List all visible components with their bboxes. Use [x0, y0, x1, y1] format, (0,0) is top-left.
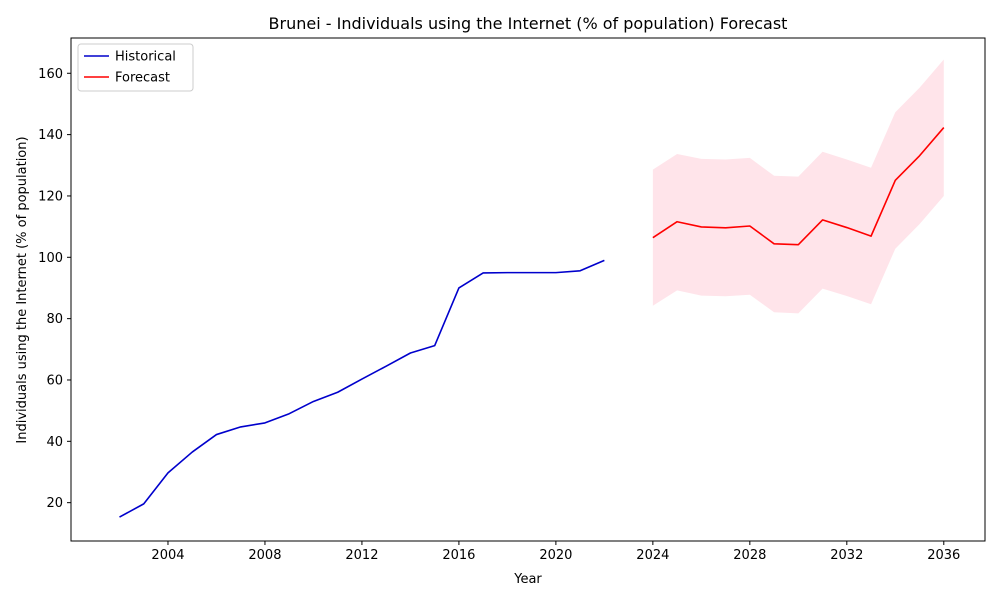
- legend: Historical Forecast: [77, 43, 194, 92]
- y-tick-label: 60: [46, 373, 63, 388]
- x-tick-label: 2032: [830, 548, 863, 563]
- y-tick-label: 80: [46, 312, 63, 327]
- y-tick-label: 120: [38, 189, 63, 204]
- axes: 2004 2008 2012 2016 2020 2024 2028 2032 20362040…: [38, 37, 986, 563]
- x-axis-label: Year: [513, 572, 542, 587]
- forecast-line: [652, 127, 945, 246]
- x-tick-label: 2028: [733, 548, 766, 563]
- plot-area: [119, 59, 945, 518]
- legend-label-forecast: Forecast: [115, 71, 170, 86]
- x-tick-label: 2024: [636, 548, 669, 563]
- x-tick-label: 2008: [248, 548, 281, 563]
- axes-frame: [70, 37, 986, 542]
- y-tick-label: 40: [46, 435, 63, 450]
- x-tick-label: 2016: [442, 548, 475, 563]
- chart-title: Brunei - Individuals using the Internet …: [269, 14, 788, 33]
- historical-line: [119, 259, 605, 518]
- y-tick-label: 20: [46, 496, 63, 511]
- legend-label-historical: Historical: [115, 50, 176, 65]
- y-tick-label: 160: [38, 67, 63, 82]
- y-axis-label: Individuals using the Internet (% of pop…: [15, 136, 30, 443]
- x-tick-label: 2036: [927, 548, 960, 563]
- y-tick-label: 140: [38, 128, 63, 143]
- x-tick-label: 2004: [151, 548, 184, 563]
- x-tick-label: 2020: [539, 548, 572, 563]
- y-tick-label: 100: [38, 251, 63, 266]
- x-tick-label: 2012: [345, 548, 378, 563]
- forecast-confidence-band: [652, 59, 944, 314]
